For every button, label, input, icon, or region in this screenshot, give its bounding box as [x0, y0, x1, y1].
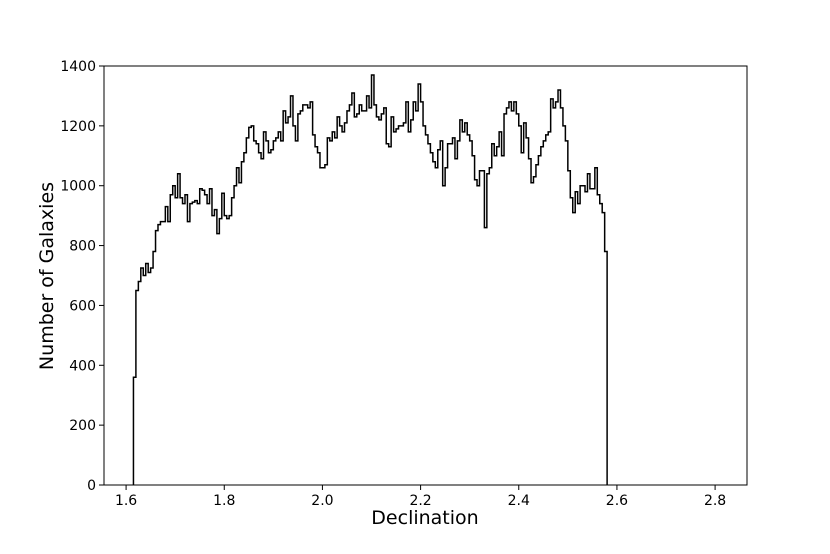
y-tick-label: 1200	[60, 119, 96, 135]
x-axis-title: Declination	[371, 507, 478, 529]
histogram-step-line	[132, 74, 608, 485]
x-tick-label: 2.4	[508, 493, 530, 509]
x-tick-label: 2.0	[311, 493, 333, 509]
y-tick-label: 800	[69, 239, 96, 255]
x-tick-label: 1.6	[115, 493, 137, 509]
axes: 1.6 1.8 2.0 2.2 2.4 2.6 2.8 0 200 400 600 800 1000 12…	[60, 59, 748, 509]
axes-frame	[103, 65, 748, 486]
plot-area	[132, 74, 608, 485]
y-tick-label: 1400	[60, 59, 96, 75]
y-tick-label: 200	[69, 418, 96, 434]
y-tick-label: 600	[69, 298, 96, 314]
y-tick-label: 0	[87, 478, 96, 494]
y-tick-label: 1000	[60, 179, 96, 195]
x-tick-label: 2.2	[409, 493, 431, 509]
x-tick-label: 1.8	[213, 493, 235, 509]
y-axis-title: Number of Galaxies	[36, 182, 58, 370]
y-tick-label: 400	[69, 358, 96, 374]
x-tick-label: 2.6	[606, 493, 628, 509]
x-tick-label: 2.8	[704, 493, 726, 509]
